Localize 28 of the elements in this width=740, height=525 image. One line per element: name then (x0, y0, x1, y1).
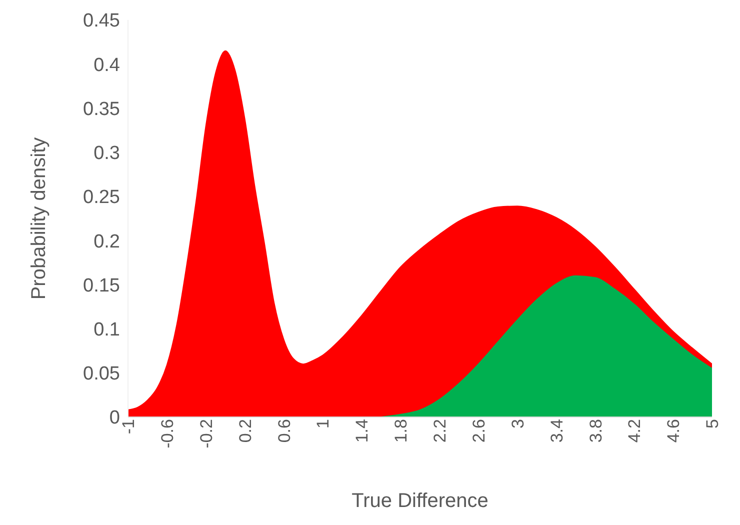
x-tick-label: 1 (314, 419, 333, 428)
y-tick-label: 0.45 (83, 10, 120, 32)
x-tick-label: -0.2 (196, 419, 216, 448)
y-tick-label: 0.3 (94, 143, 120, 164)
x-tick-label: -0.6 (158, 419, 178, 448)
x-tick-label: 4.6 (664, 419, 684, 443)
x-tick-label: 2.6 (469, 419, 488, 443)
x-tick-label: -1 (119, 419, 138, 434)
x-tick-label: 3 (508, 419, 528, 428)
x-tick-label: 0.6 (274, 419, 294, 443)
y-tick-label: 0.15 (83, 275, 120, 296)
y-tick-label: 0.05 (83, 364, 120, 385)
x-tick-label: 0.2 (236, 419, 255, 443)
x-tick-label: 3.4 (547, 419, 566, 443)
y-tick-label: 0 (109, 408, 120, 429)
y-tick-label: 0.4 (94, 54, 120, 76)
y-tick-label: 0.1 (94, 320, 120, 341)
x-tick-label: 1.4 (352, 419, 372, 443)
x-tick-label: 2.2 (430, 419, 450, 443)
y-tick-label: 0.2 (94, 231, 120, 252)
x-tick-label: 1.8 (392, 419, 411, 443)
x-tick-label: 4.2 (625, 419, 644, 443)
y-tick-label: 0.35 (83, 98, 120, 120)
y-tick-label: 0.25 (83, 187, 120, 208)
x-tick-label: 5 (703, 419, 722, 428)
y-axis-title: Probability density (28, 137, 50, 300)
x-axis-title: True Difference (352, 490, 488, 512)
x-tick-label: 3.8 (586, 419, 606, 443)
